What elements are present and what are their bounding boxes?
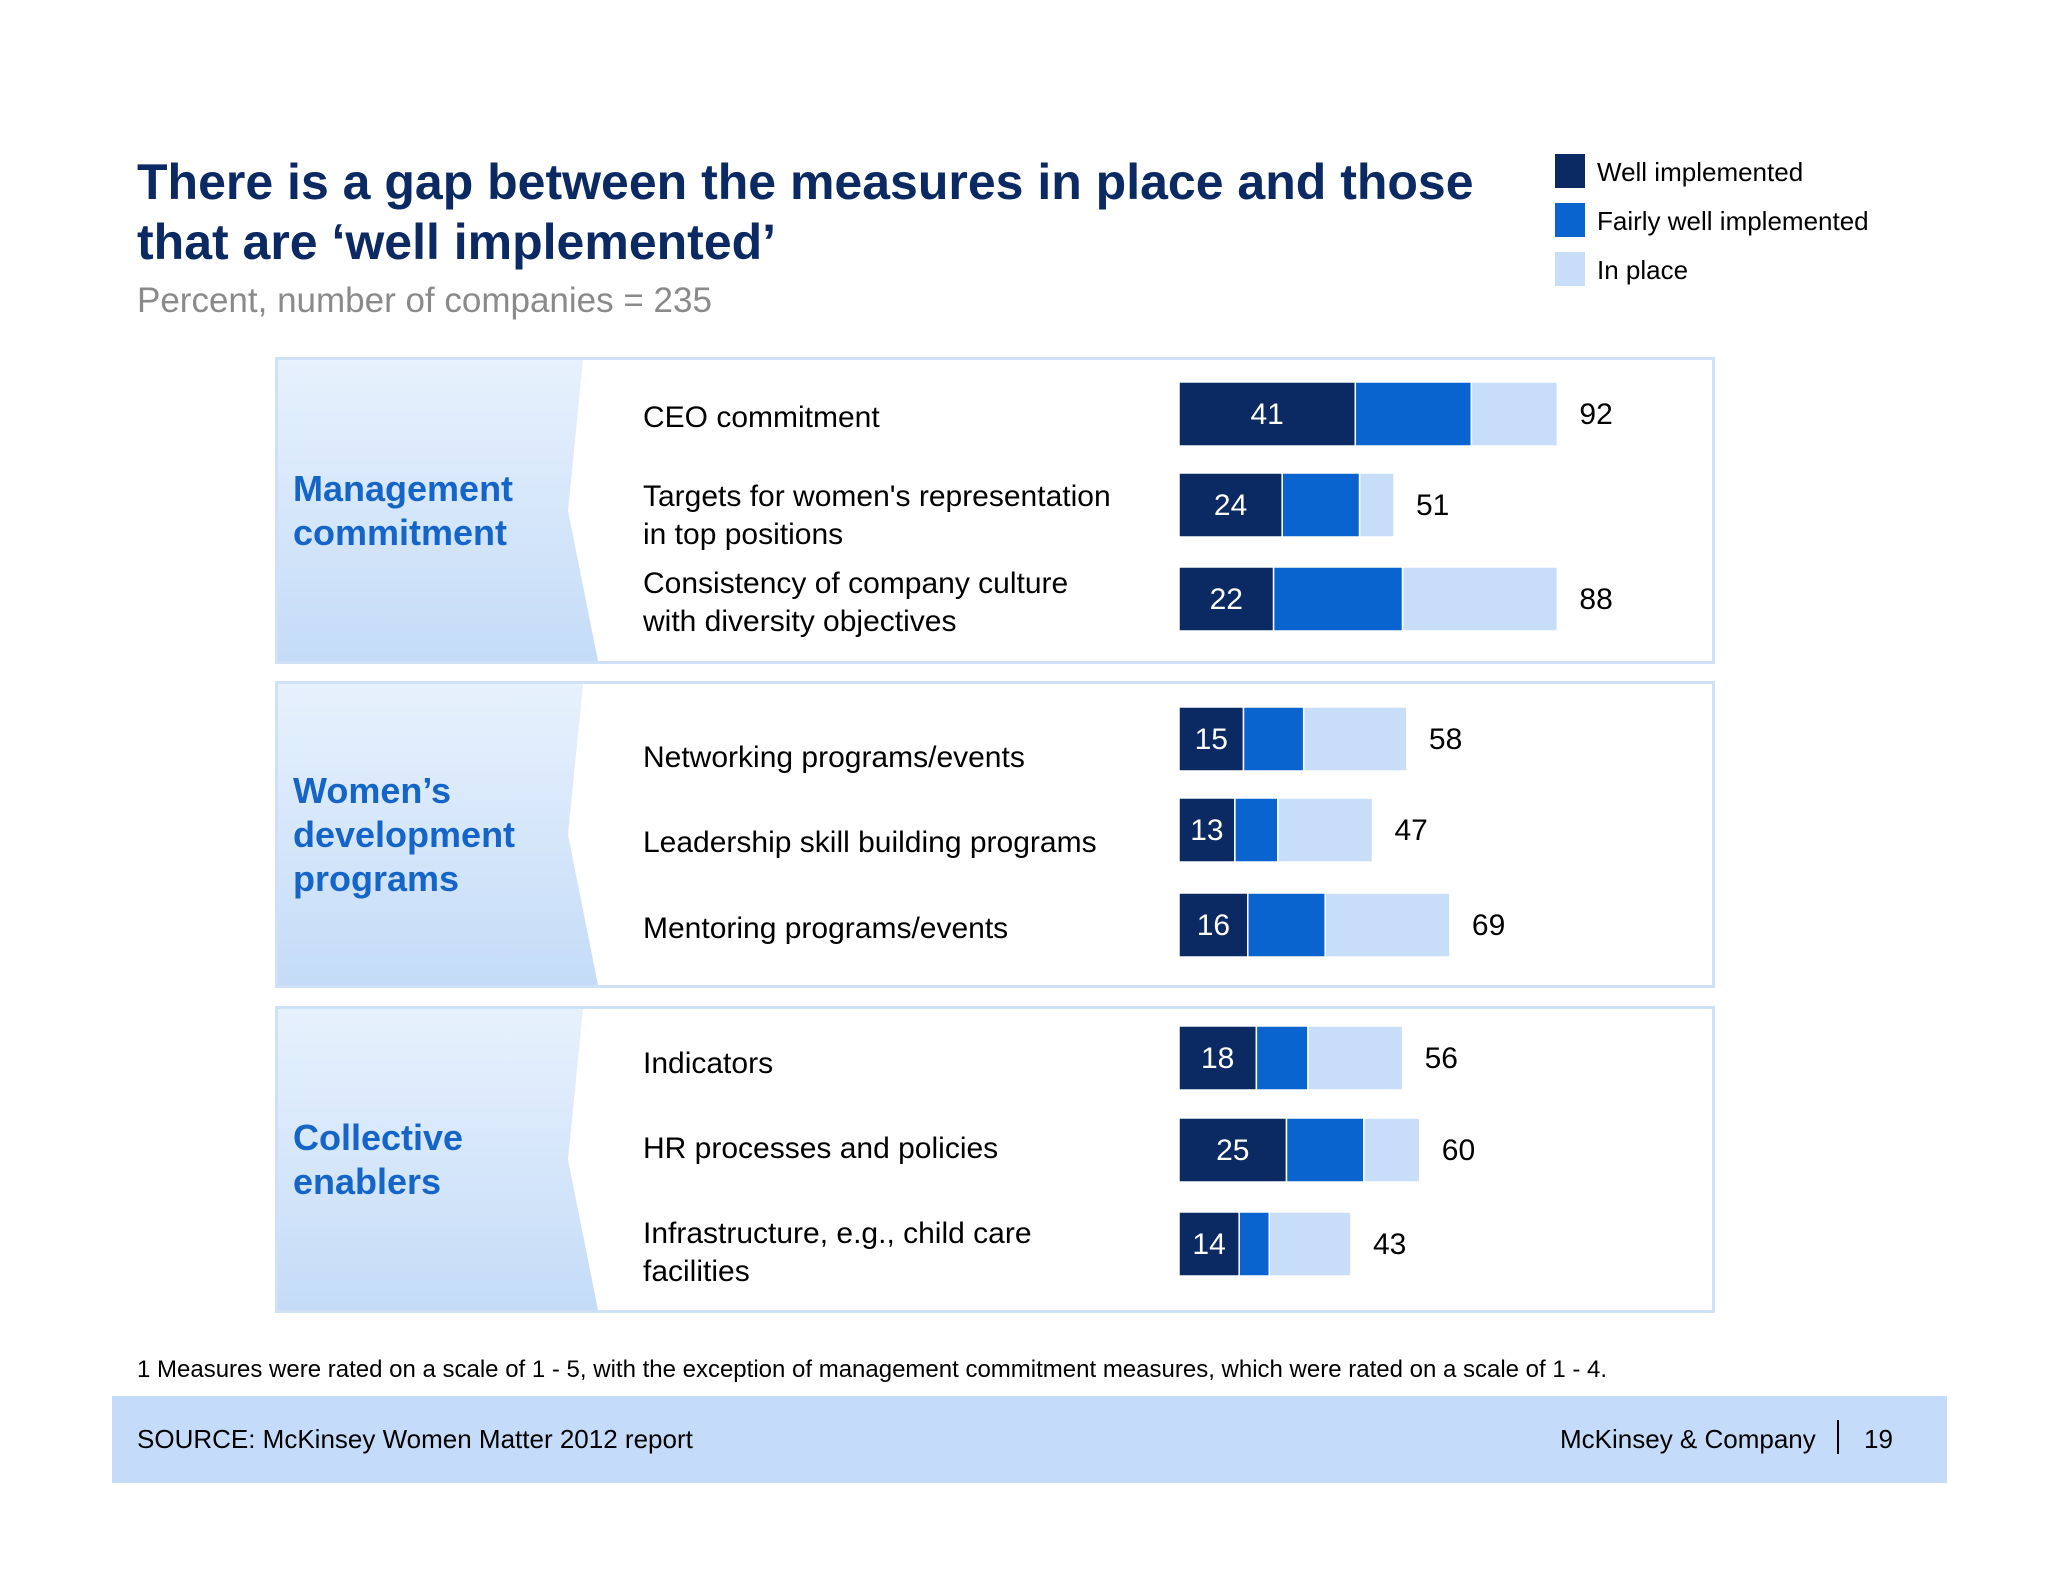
group-label-collective-enablers: Collective enablers: [293, 1116, 593, 1204]
bar-segment-well-implemented: [1178, 1117, 1288, 1183]
bar-segment-fairly-well-implemented: [1281, 472, 1361, 538]
page-number: 19: [1864, 1424, 1893, 1454]
row-label-consistency: Consistency of company culture with dive…: [643, 565, 1163, 641]
footer-divider: [1837, 1420, 1839, 1454]
group-label-line: commitment: [293, 511, 508, 553]
bar-total-label: 69: [1472, 909, 1505, 942]
row-label-ceo-commitment: CEO commitment: [643, 399, 1163, 437]
group-panel-collective-enablers: Collective enablers Indicators HR proces…: [275, 1006, 1715, 1313]
bar-segment-in-place: [1307, 1025, 1404, 1091]
row-label-line: with diversity objectives: [643, 605, 957, 638]
bar-total-label: 92: [1579, 398, 1612, 431]
group-side-ribbon: [278, 360, 598, 661]
row-label-line: Networking programs/events: [643, 741, 1025, 774]
group-label-line: Management: [293, 467, 514, 509]
legend-label-in-place: In place: [1597, 255, 1689, 285]
group-panel-womens-development-programs: Women’s development programs Networking …: [275, 681, 1715, 988]
bar-segment-fairly-well-implemented: [1234, 797, 1279, 863]
legend-swatch-fairly-well-implemented: [1555, 203, 1585, 237]
bar-segment-in-place: [1268, 1211, 1352, 1277]
legend-item-fairly-well-implemented: Fairly well implemented: [1555, 201, 1975, 237]
bar-segment-well-implemented: [1178, 892, 1249, 958]
bar-value-label: 24: [1214, 489, 1247, 522]
bar-total-label: 56: [1425, 1042, 1458, 1075]
group-side-ribbon: [278, 684, 598, 985]
bar-segment-fairly-well-implemented: [1238, 1211, 1271, 1277]
legend-label-well-implemented: Well implemented: [1597, 157, 1804, 187]
bar-value-label: 25: [1216, 1134, 1249, 1167]
bar-total-label: 43: [1373, 1228, 1406, 1261]
bar-segment-in-place: [1358, 472, 1395, 538]
row-label-line: Infrastructure, e.g., child care: [643, 1217, 1032, 1250]
bar-value-label: 14: [1192, 1228, 1225, 1261]
row-label-line: in top positions: [643, 518, 844, 551]
footer-bar: SOURCE: McKinsey Women Matter 2012 repor…: [112, 1396, 1947, 1483]
row-label-line: facilities: [643, 1255, 750, 1288]
group-label-line: development: [293, 813, 516, 855]
row-label-infrastructure: Infrastructure, e.g., child care facilit…: [643, 1215, 1163, 1291]
row-label-indicators: Indicators: [643, 1045, 1163, 1083]
group-panel-management-commitment: Management commitment CEO commitment Tar…: [275, 357, 1715, 664]
bar-value-label: 15: [1195, 723, 1228, 756]
footnote: 1 Measures were rated on a scale of 1 - …: [137, 1356, 1608, 1383]
group-label-line: enablers: [293, 1160, 442, 1202]
group-label-line: Women’s: [293, 769, 452, 811]
bar-total-label: 58: [1429, 723, 1462, 756]
bar-segment-well-implemented: [1178, 1211, 1240, 1277]
brand-name: McKinsey & Company: [1560, 1424, 1816, 1454]
bar-segment-fairly-well-implemented: [1255, 1025, 1309, 1091]
bar-segment-in-place: [1277, 797, 1374, 863]
bar-segment-in-place: [1401, 566, 1559, 632]
bar-segment-fairly-well-implemented: [1285, 1117, 1365, 1183]
bar-value-label: 41: [1250, 398, 1283, 431]
bar-segment-fairly-well-implemented: [1242, 706, 1305, 772]
bar-segment-fairly-well-implemented: [1272, 566, 1404, 632]
bar-segment-well-implemented: [1178, 566, 1275, 632]
bar-total-label: 60: [1442, 1134, 1475, 1167]
bar-segment-in-place: [1470, 381, 1559, 447]
row-label-mentoring: Mentoring programs/events: [643, 910, 1163, 948]
legend-swatch-in-place: [1555, 252, 1585, 286]
legend-item-in-place: In place: [1555, 250, 1975, 286]
page-title: There is a gap between the measures in p…: [137, 152, 1537, 272]
bar-value-label: 16: [1197, 909, 1230, 942]
bar-segment-fairly-well-implemented: [1354, 381, 1473, 447]
page-subtitle: Percent, number of companies = 235: [137, 281, 712, 320]
row-label-line: Targets for women's representation: [643, 480, 1111, 513]
row-label-line: CEO commitment: [643, 401, 880, 434]
row-label-line: Consistency of company culture: [643, 567, 1069, 600]
bar-total-label: 88: [1579, 583, 1612, 616]
row-label-leadership: Leadership skill building programs: [643, 824, 1163, 862]
row-label-line: Leadership skill building programs: [643, 826, 1097, 859]
bar-segment-in-place: [1324, 892, 1451, 958]
bar-total-label: 51: [1416, 489, 1449, 522]
bar-value-label: 18: [1201, 1042, 1234, 1075]
bar-segment-well-implemented: [1178, 472, 1283, 538]
row-label-line: HR processes and policies: [643, 1132, 999, 1165]
legend-label-fairly-well-implemented: Fairly well implemented: [1597, 206, 1869, 236]
legend-swatch-well-implemented: [1555, 154, 1585, 188]
group-label-womens-development-programs: Women’s development programs: [293, 769, 593, 901]
title-line-2: that are ‘well implemented’: [137, 214, 777, 270]
row-label-hr-processes: HR processes and policies: [643, 1130, 1163, 1168]
bar-segment-in-place: [1302, 706, 1408, 772]
row-label-line: Mentoring programs/events: [643, 912, 1009, 945]
group-label-line: programs: [293, 857, 460, 899]
title-line-1: There is a gap between the measures in p…: [137, 154, 1474, 210]
group-label-line: Collective: [293, 1116, 464, 1158]
row-label-targets: Targets for women's representation in to…: [643, 478, 1163, 554]
bar-total-label: 47: [1395, 814, 1428, 847]
row-label-line: Indicators: [643, 1047, 774, 1080]
row-label-networking: Networking programs/events: [643, 739, 1163, 777]
bar-value-label: 13: [1190, 814, 1223, 847]
group-label-management-commitment: Management commitment: [293, 467, 593, 555]
bar-segment-well-implemented: [1178, 1025, 1258, 1091]
bar-segment-fairly-well-implemented: [1247, 892, 1326, 958]
group-side-ribbon: [278, 1009, 598, 1310]
source-text: SOURCE: McKinsey Women Matter 2012 repor…: [137, 1424, 693, 1454]
bar-value-label: 22: [1210, 583, 1243, 616]
bar-segment-in-place: [1363, 1117, 1421, 1183]
legend-item-well-implemented: Well implemented: [1555, 152, 1975, 188]
